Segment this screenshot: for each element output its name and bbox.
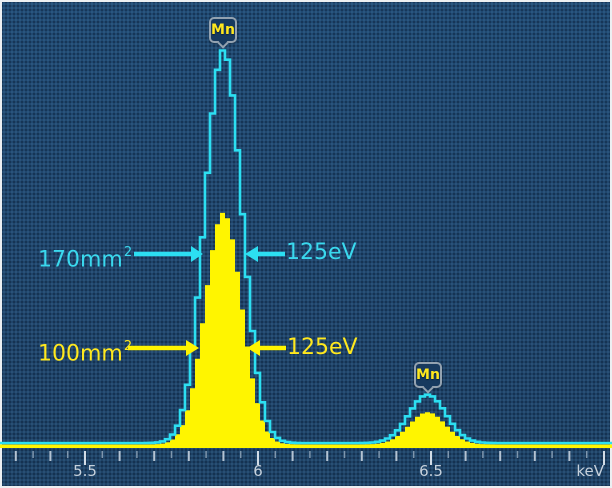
annotation-detector-area-100mm2: 100mm2 (38, 336, 132, 367)
x-axis-tick-label-6p5: 6.5 (419, 462, 443, 480)
x-axis-unit-label: keV (576, 462, 604, 480)
series-170mm2-step-line (0, 49, 612, 445)
annotation-text: 125eV (286, 240, 357, 265)
fwhm-arrows-100mm2 (128, 340, 286, 356)
annotation-detector-area-170mm2: 170mm2 (38, 242, 132, 273)
x-axis-tick-label-6: 6 (253, 462, 263, 480)
annotation-text: 125eV (287, 335, 358, 360)
annotation-resolution-170mm2: 125eV (286, 240, 357, 266)
annotation-text: 170mm (38, 247, 123, 273)
peak-label-text: Mn (416, 367, 440, 383)
fwhm-arrows-170mm2 (134, 246, 285, 262)
annotation-superscript: 2 (123, 339, 133, 354)
peak-label-text: Mn (211, 22, 235, 38)
annotation-resolution-100mm2: 125eV (287, 335, 358, 361)
peak-label-mn-kalpha: Mn (209, 17, 237, 43)
peak-label-mn-kbeta: Mn (414, 362, 442, 388)
annotation-text: 100mm (38, 341, 123, 367)
annotation-superscript: 2 (123, 245, 133, 260)
x-axis-ticks (14, 451, 605, 465)
x-axis-tick-label-5p5: 5.5 (73, 462, 97, 480)
